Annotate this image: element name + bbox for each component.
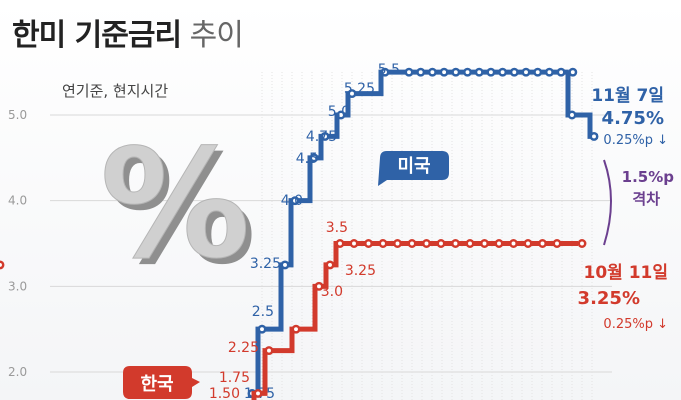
- percent-shadow: %: [106, 124, 256, 298]
- korea-point: [264, 346, 274, 356]
- us-data-label: 2.5: [252, 304, 274, 320]
- korea-point: [494, 239, 504, 248]
- chart-title: 한미 기준금리 추이: [12, 10, 244, 54]
- korea-point: [349, 239, 359, 248]
- us-point: [544, 67, 554, 77]
- us-point: [309, 153, 319, 163]
- us-point: [498, 67, 508, 77]
- chart-subtitle: 연기준, 현지시간: [62, 82, 169, 100]
- y-tick-label: 5.0: [8, 108, 27, 122]
- korea-tag-label: 한국: [140, 374, 173, 395]
- korea-latest-date: 10월 11일: [583, 263, 668, 283]
- us-point: [474, 67, 484, 77]
- us-tag-label: 미국: [397, 156, 430, 177]
- us-tag-bubble: [378, 151, 449, 186]
- korea-point: [523, 239, 533, 248]
- us-point: [416, 67, 426, 77]
- us-point: [486, 67, 496, 77]
- korea-data-label: 3.0: [321, 284, 343, 300]
- korea-point: [422, 239, 431, 248]
- us-point: [568, 67, 578, 77]
- korea-point: [480, 239, 489, 248]
- korea-data-label: 2.25: [228, 340, 259, 356]
- title-light: 추이: [189, 18, 244, 53]
- korea-latest-change: 0.25%p ↓: [603, 317, 668, 332]
- us-series-line: [248, 69, 598, 396]
- korea-point: [325, 260, 335, 270]
- us-point: [567, 110, 577, 120]
- korea-point: [509, 239, 518, 248]
- korea-point: [407, 239, 417, 248]
- us-point: [509, 67, 519, 77]
- us-data-label: 5.5: [378, 62, 400, 78]
- us-data-label: 5.25: [344, 81, 375, 97]
- korea-point: [291, 324, 301, 334]
- korea-point: [364, 239, 373, 248]
- korea-data-label: 3.25: [345, 263, 376, 279]
- us-latest-change: 0.25%p ↓: [603, 133, 668, 148]
- us-point: [589, 131, 599, 141]
- us-point: [290, 196, 300, 206]
- us-point: [347, 89, 357, 99]
- gap-bracket: [603, 159, 612, 246]
- korea-data-label: 3.5: [326, 220, 348, 236]
- us-point: [427, 67, 437, 77]
- korea-tag-bubble: [123, 366, 200, 399]
- korea-point: [436, 239, 446, 248]
- korea-latest-rate: 3.25%: [578, 288, 640, 309]
- us-data-label: 4.75: [306, 129, 337, 145]
- korea-point: [378, 239, 388, 248]
- us-point: [556, 67, 566, 77]
- us-data-label: 4.0: [281, 193, 303, 209]
- korea-point: [253, 388, 263, 398]
- korea-point: [552, 239, 562, 248]
- korea-point: [465, 239, 475, 248]
- us-data-label: 4.5: [296, 151, 318, 167]
- korea-data-label: 1.75: [219, 370, 250, 386]
- korea-point: [538, 239, 547, 248]
- percent-symbol: %: [100, 118, 250, 292]
- us-point: [451, 67, 461, 77]
- us-point: [280, 260, 290, 270]
- us-data-label: 5.0: [328, 104, 350, 120]
- us-point: [336, 110, 346, 120]
- us-point: [404, 67, 414, 77]
- y-tick-label: 2.0: [8, 365, 27, 379]
- title-bold: 한미 기준금리: [12, 18, 182, 53]
- us-point: [463, 67, 472, 77]
- korea-point: [335, 239, 345, 248]
- us-latest-date: 11월 7일: [591, 86, 664, 106]
- gap-label: 격차: [632, 190, 660, 208]
- y-tick-label: 3.0: [8, 279, 27, 293]
- us-latest-rate: 4.75%: [602, 108, 664, 129]
- korea-point: [577, 239, 587, 248]
- korea-point: [393, 239, 402, 248]
- korea-point: [0, 260, 5, 270]
- gap-value: 1.5%p: [622, 168, 675, 186]
- y-tick-label: 4.0: [8, 194, 27, 208]
- us-data-label: 3.25: [250, 256, 281, 272]
- korea-point: [314, 281, 324, 291]
- us-point: [320, 131, 330, 141]
- us-point: [257, 324, 267, 334]
- korea-data-label: 1.50: [209, 386, 240, 400]
- us-point: [380, 67, 390, 77]
- us-point: [521, 67, 531, 77]
- us-point: [533, 67, 543, 77]
- korea-point: [451, 239, 460, 248]
- us-point: [439, 67, 449, 77]
